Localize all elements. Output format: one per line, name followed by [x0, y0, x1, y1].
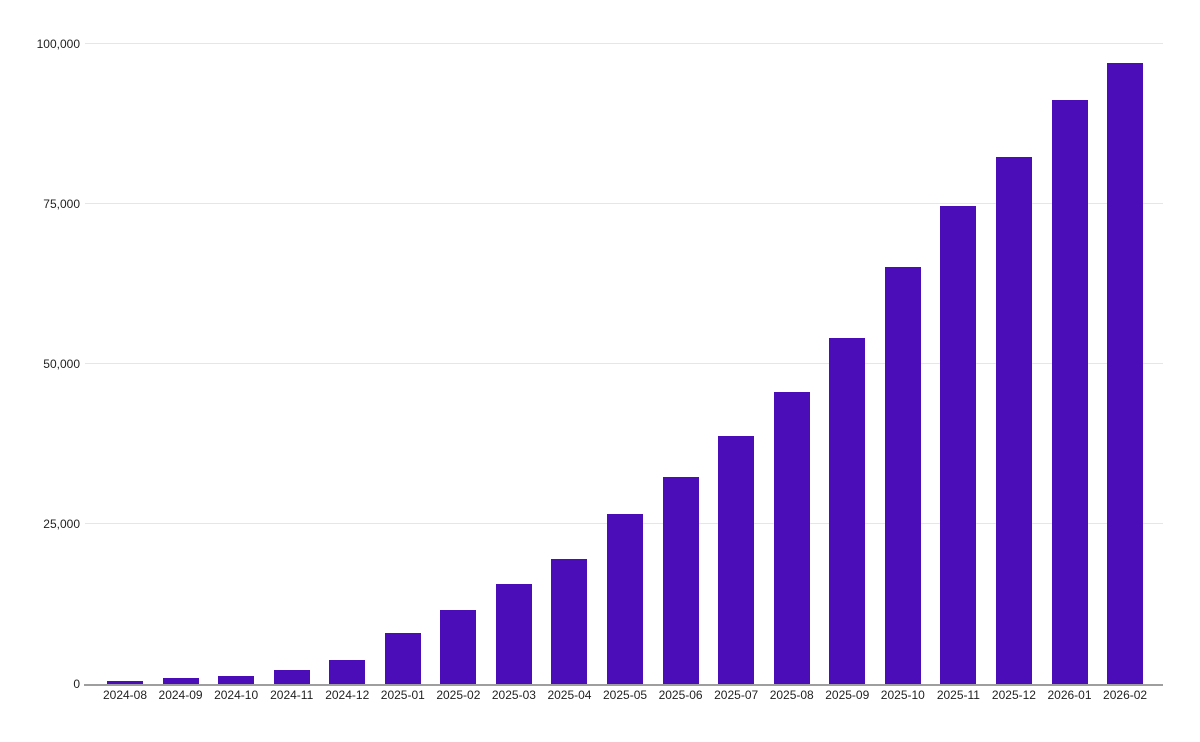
- x-tick-label: 2024-08: [102, 688, 148, 702]
- bar-2026-02: [1107, 62, 1144, 684]
- x-tick-label: 2026-01: [1047, 688, 1092, 702]
- bar-2025-12: [995, 157, 1032, 684]
- bar-2025-06: [662, 477, 699, 684]
- x-tick-label: 2025-06: [658, 688, 703, 702]
- y-tick-label: 25,000: [43, 517, 80, 531]
- x-tick-label: 2025-02: [436, 688, 481, 702]
- bar-2025-04: [551, 559, 588, 684]
- x-tick-label: 2025-03: [491, 688, 536, 702]
- x-tick-label: 2026-02: [1103, 688, 1148, 702]
- bar-2024-08: [107, 681, 143, 684]
- x-tick-label: 2024-12: [325, 688, 370, 702]
- y-tick-label: 75,000: [43, 197, 80, 211]
- gridline: [85, 203, 1163, 204]
- x-tick-label: 2025-04: [547, 688, 592, 702]
- bar-2025-11: [940, 205, 977, 684]
- bar-2025-02: [440, 609, 477, 684]
- x-tick-label: 2024-10: [214, 688, 259, 702]
- x-tick-label: 2024-09: [158, 688, 203, 702]
- bar-2024-12: [329, 660, 366, 684]
- x-axis-line: [84, 684, 1163, 686]
- y-tick-label: 0: [73, 677, 80, 691]
- y-tick-label: 100,000: [36, 37, 80, 51]
- plot-area: [84, 43, 1163, 686]
- bar-2026-01: [1051, 100, 1088, 684]
- x-tick-label: 2025-09: [825, 688, 870, 702]
- bar-2025-05: [607, 513, 644, 684]
- bar-2024-09: [162, 678, 199, 684]
- bar-2025-09: [829, 337, 866, 684]
- bar-2025-10: [884, 266, 921, 684]
- gridline: [85, 363, 1163, 364]
- bar-2024-11: [273, 669, 310, 684]
- x-tick-label: 2025-08: [769, 688, 814, 702]
- x-tick-label: 2025-07: [714, 688, 759, 702]
- x-tick-label: 2025-12: [991, 688, 1036, 702]
- gridline: [85, 43, 1163, 44]
- y-tick-label: 50,000: [43, 357, 80, 371]
- bar-2025-07: [718, 436, 755, 684]
- x-tick-label: 2025-10: [880, 688, 925, 702]
- bar-2025-08: [773, 391, 810, 684]
- x-tick-label: 2025-05: [603, 688, 648, 702]
- x-tick-label: 2025-01: [380, 688, 425, 702]
- x-tick-label: 2025-11: [936, 688, 980, 702]
- x-tick-label: 2024-11: [270, 688, 314, 702]
- bar-2025-01: [384, 632, 421, 684]
- bar-2025-03: [495, 584, 532, 684]
- bar-2024-10: [218, 676, 255, 684]
